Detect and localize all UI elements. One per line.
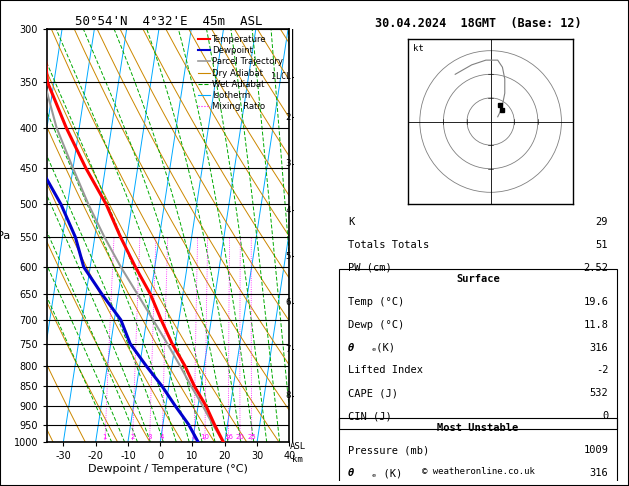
Text: PW (cm): PW (cm) (348, 262, 392, 273)
Text: Dewp (°C): Dewp (°C) (348, 320, 404, 330)
Text: 4: 4 (286, 206, 291, 215)
Text: 5: 5 (286, 252, 291, 261)
Text: 2: 2 (130, 434, 135, 440)
Text: Lifted Index: Lifted Index (348, 365, 423, 375)
Text: 4: 4 (160, 434, 164, 440)
Text: Pressure (mb): Pressure (mb) (348, 445, 429, 455)
Text: 10: 10 (201, 434, 209, 440)
Text: 1: 1 (103, 434, 107, 440)
Text: ASL: ASL (289, 442, 306, 451)
Title: 50°54'N  4°32'E  45m  ASL: 50°54'N 4°32'E 45m ASL (74, 15, 262, 28)
Text: ₑ(K): ₑ(K) (371, 343, 396, 352)
Text: θ: θ (348, 343, 354, 352)
Text: 16: 16 (224, 434, 233, 440)
Text: 2: 2 (286, 113, 291, 122)
Text: km: km (292, 455, 303, 464)
Text: 25: 25 (247, 434, 256, 440)
Text: 51: 51 (596, 240, 608, 250)
Text: 316: 316 (589, 469, 608, 478)
Text: CIN (J): CIN (J) (348, 411, 392, 421)
Text: 7: 7 (286, 345, 291, 354)
Text: 8: 8 (192, 434, 196, 440)
Y-axis label: hPa: hPa (0, 231, 10, 241)
Text: CAPE (J): CAPE (J) (348, 388, 398, 398)
Text: 3: 3 (147, 434, 152, 440)
Text: 532: 532 (589, 388, 608, 398)
Text: Most Unstable: Most Unstable (437, 422, 519, 433)
Text: K: K (348, 217, 354, 227)
Text: Temp (°C): Temp (°C) (348, 297, 404, 307)
Bar (339, 418, 617, 486)
Text: 0: 0 (602, 411, 608, 421)
Text: 1009: 1009 (583, 445, 608, 455)
Text: 1LCL: 1LCL (270, 72, 291, 82)
Legend: Temperature, Dewpoint, Parcel Trajectory, Dry Adiabat, Wet Adiabat, Isotherm, Mi: Temperature, Dewpoint, Parcel Trajectory… (196, 34, 285, 113)
Text: Surface: Surface (456, 274, 500, 284)
Text: 3: 3 (286, 159, 291, 168)
Text: kt: kt (413, 44, 423, 52)
Text: 11.8: 11.8 (583, 320, 608, 330)
Text: -2: -2 (596, 365, 608, 375)
Text: 8: 8 (286, 391, 291, 400)
Text: 316: 316 (589, 343, 608, 352)
Text: ₑ (K): ₑ (K) (371, 469, 402, 478)
Text: 19.6: 19.6 (583, 297, 608, 307)
Text: 2.52: 2.52 (583, 262, 608, 273)
Text: θ: θ (348, 469, 354, 478)
Text: 20: 20 (236, 434, 245, 440)
Text: 29: 29 (596, 217, 608, 227)
Text: Totals Totals: Totals Totals (348, 240, 429, 250)
Text: 30.04.2024  18GMT  (Base: 12): 30.04.2024 18GMT (Base: 12) (375, 17, 581, 30)
X-axis label: Dewpoint / Temperature (°C): Dewpoint / Temperature (°C) (88, 464, 248, 474)
Text: © weatheronline.co.uk: © weatheronline.co.uk (421, 468, 535, 476)
Text: 6: 6 (286, 298, 291, 307)
Bar (339, 269, 617, 430)
